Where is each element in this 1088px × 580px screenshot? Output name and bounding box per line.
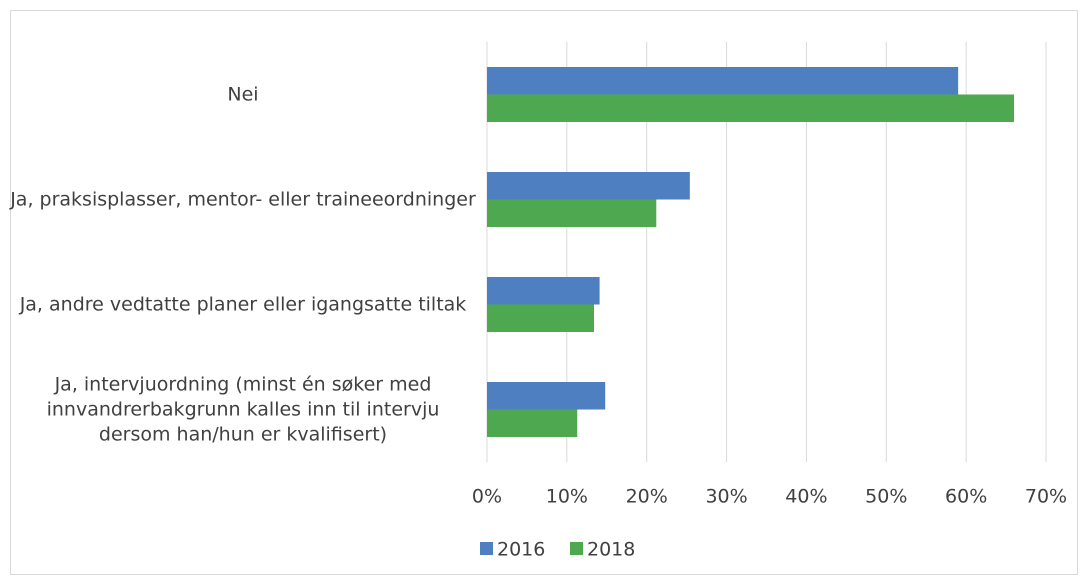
x-tick-label: 30% <box>705 486 747 508</box>
legend-swatch <box>480 542 493 555</box>
y-tick-label: Nei <box>227 83 259 105</box>
x-tick-label: 50% <box>865 486 907 508</box>
legend-label: 2016 <box>497 539 545 561</box>
x-tick-label: 10% <box>546 486 588 508</box>
bar <box>487 277 600 305</box>
bar <box>487 304 595 332</box>
bar <box>487 94 1015 122</box>
legend-swatch <box>570 542 583 555</box>
x-tick-label: 40% <box>785 486 827 508</box>
bar <box>487 409 578 437</box>
legend-label: 2018 <box>587 539 635 561</box>
bar <box>487 67 959 95</box>
bar <box>487 172 690 200</box>
x-tick-label: 20% <box>626 486 668 508</box>
bar <box>487 199 657 227</box>
y-tick-label: Ja, praksisplasser, mentor- eller traine… <box>10 188 476 210</box>
bar <box>487 382 606 410</box>
y-tick-label: Ja, intervjuordning (minst én søker med … <box>46 373 440 445</box>
y-tick-label: Ja, andre vedtatte planer eller igangsat… <box>19 293 467 315</box>
x-tick-label: 0% <box>472 486 502 508</box>
x-tick-label: 70% <box>1025 486 1067 508</box>
x-tick-label: 60% <box>945 486 987 508</box>
chart-border <box>10 10 1078 575</box>
